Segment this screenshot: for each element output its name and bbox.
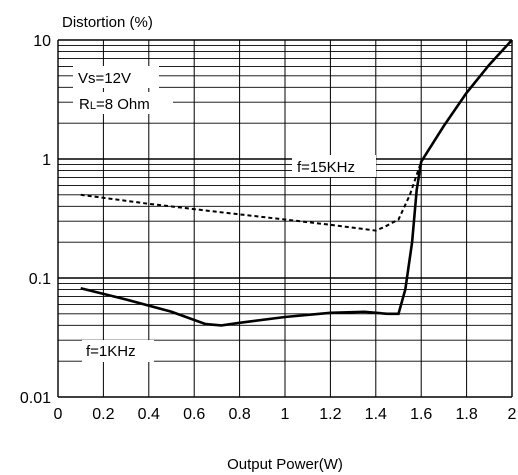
y-tick-label: 0.01 [20, 390, 51, 407]
series-1khz-line [80, 39, 513, 327]
vs-label-bg [73, 66, 159, 88]
x-tick-label: 0 [54, 406, 63, 423]
x-tick-label: 1.2 [319, 406, 341, 423]
x-tick-label: 1 [281, 406, 290, 423]
vs-annotation: Vs=12V [78, 70, 131, 87]
x-tick-label: 0.2 [92, 406, 114, 423]
rl-suffix: =8 Ohm [96, 96, 150, 113]
x-tick-label: 0.6 [183, 406, 205, 423]
x-tick-label: 2 [508, 406, 517, 423]
x-tick-label: 0.4 [138, 406, 160, 423]
x-tick-label: 1.6 [410, 406, 432, 423]
x-axis-title: Output Power(W) [227, 456, 343, 473]
series-15khz-label: f=15KHz [297, 159, 355, 176]
rl-annotation: RL=8 Ohm [79, 96, 150, 113]
y-tick-label: 0.1 [29, 271, 51, 288]
x-tick-label: 0.8 [228, 406, 250, 423]
y-tick-label: 10 [33, 33, 51, 50]
x-tick-label: 1.4 [365, 406, 387, 423]
series-15khz-line [80, 39, 513, 232]
series-1khz-label-bg [82, 340, 154, 362]
series-15khz-label-bg [292, 155, 376, 177]
x-tick-label: 1.8 [455, 406, 477, 423]
y-axis-title: Distortion (%) [62, 14, 153, 31]
rl-label-bg [73, 92, 173, 114]
rl-subscript: L [90, 100, 96, 112]
series-1khz-label: f=1KHz [86, 343, 136, 360]
grid-lines [57, 39, 513, 398]
tick-labels: 0 0.2 0.4 0.6 0.8 1 1.2 1.4 1.6 1.8 2 0.01 0.1 1 10 [20, 33, 517, 423]
rl-prefix: R [79, 96, 90, 113]
y-tick-label: 1 [42, 152, 51, 169]
